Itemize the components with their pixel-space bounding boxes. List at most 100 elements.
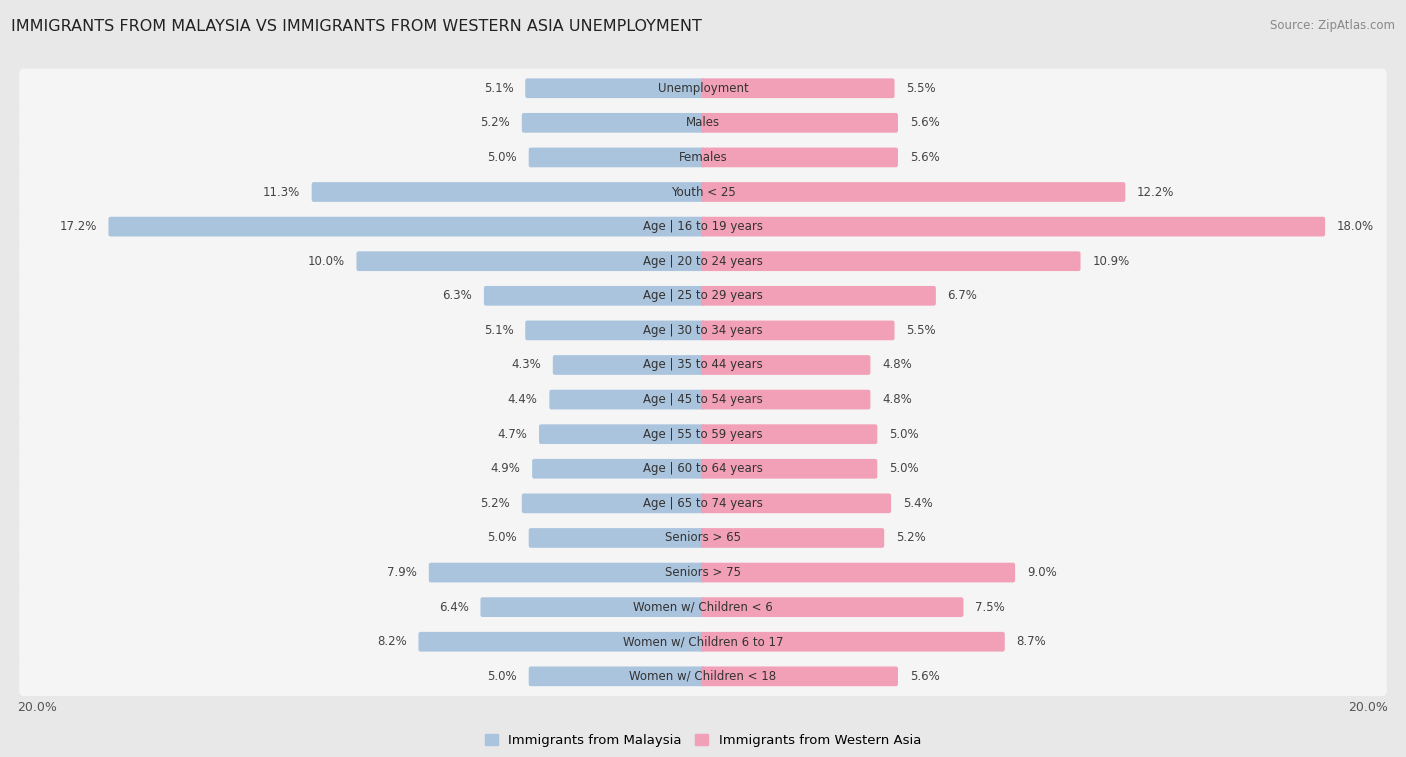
Text: 17.2%: 17.2% <box>59 220 97 233</box>
Text: 5.2%: 5.2% <box>896 531 925 544</box>
Text: 5.1%: 5.1% <box>484 82 513 95</box>
FancyBboxPatch shape <box>20 173 1386 212</box>
Text: 6.3%: 6.3% <box>443 289 472 302</box>
FancyBboxPatch shape <box>20 138 1386 177</box>
FancyBboxPatch shape <box>529 148 704 167</box>
Text: Age | 30 to 34 years: Age | 30 to 34 years <box>643 324 763 337</box>
FancyBboxPatch shape <box>20 553 1386 592</box>
FancyBboxPatch shape <box>702 79 894 98</box>
Text: 11.3%: 11.3% <box>263 185 299 198</box>
Text: 4.8%: 4.8% <box>882 359 912 372</box>
Text: Age | 20 to 24 years: Age | 20 to 24 years <box>643 254 763 268</box>
FancyBboxPatch shape <box>357 251 704 271</box>
Text: Age | 25 to 29 years: Age | 25 to 29 years <box>643 289 763 302</box>
Text: 5.5%: 5.5% <box>907 82 936 95</box>
FancyBboxPatch shape <box>108 217 704 236</box>
Text: 7.9%: 7.9% <box>387 566 418 579</box>
FancyBboxPatch shape <box>702 390 870 410</box>
Text: Youth < 25: Youth < 25 <box>671 185 735 198</box>
FancyBboxPatch shape <box>20 207 1386 246</box>
FancyBboxPatch shape <box>702 425 877 444</box>
FancyBboxPatch shape <box>702 113 898 132</box>
Text: Age | 35 to 44 years: Age | 35 to 44 years <box>643 359 763 372</box>
FancyBboxPatch shape <box>20 656 1386 696</box>
Text: Unemployment: Unemployment <box>658 82 748 95</box>
FancyBboxPatch shape <box>550 390 704 410</box>
Text: 5.0%: 5.0% <box>889 428 918 441</box>
FancyBboxPatch shape <box>526 320 704 340</box>
Text: 20.0%: 20.0% <box>1348 701 1389 715</box>
FancyBboxPatch shape <box>529 528 704 548</box>
Text: 5.4%: 5.4% <box>903 497 932 510</box>
Legend: Immigrants from Malaysia, Immigrants from Western Asia: Immigrants from Malaysia, Immigrants fro… <box>479 728 927 752</box>
FancyBboxPatch shape <box>20 415 1386 454</box>
FancyBboxPatch shape <box>702 286 936 306</box>
Text: 5.6%: 5.6% <box>910 670 939 683</box>
Text: Males: Males <box>686 117 720 129</box>
Text: 7.5%: 7.5% <box>976 600 1005 614</box>
FancyBboxPatch shape <box>702 148 898 167</box>
FancyBboxPatch shape <box>20 345 1386 385</box>
FancyBboxPatch shape <box>702 632 1005 652</box>
FancyBboxPatch shape <box>702 666 898 686</box>
FancyBboxPatch shape <box>702 494 891 513</box>
Text: 4.4%: 4.4% <box>508 393 537 406</box>
Text: 5.5%: 5.5% <box>907 324 936 337</box>
Text: Women w/ Children < 6: Women w/ Children < 6 <box>633 600 773 614</box>
Text: 5.2%: 5.2% <box>481 117 510 129</box>
Text: 12.2%: 12.2% <box>1137 185 1174 198</box>
Text: 4.3%: 4.3% <box>512 359 541 372</box>
Text: 5.0%: 5.0% <box>488 151 517 164</box>
Text: Age | 65 to 74 years: Age | 65 to 74 years <box>643 497 763 510</box>
Text: 4.8%: 4.8% <box>882 393 912 406</box>
FancyBboxPatch shape <box>20 380 1386 419</box>
Text: Age | 55 to 59 years: Age | 55 to 59 years <box>643 428 763 441</box>
FancyBboxPatch shape <box>20 241 1386 281</box>
FancyBboxPatch shape <box>429 562 704 582</box>
Text: 5.0%: 5.0% <box>488 670 517 683</box>
FancyBboxPatch shape <box>529 666 704 686</box>
FancyBboxPatch shape <box>538 425 704 444</box>
FancyBboxPatch shape <box>20 587 1386 627</box>
Text: 5.0%: 5.0% <box>488 531 517 544</box>
FancyBboxPatch shape <box>702 217 1324 236</box>
FancyBboxPatch shape <box>702 562 1015 582</box>
FancyBboxPatch shape <box>20 69 1386 108</box>
Text: Seniors > 65: Seniors > 65 <box>665 531 741 544</box>
FancyBboxPatch shape <box>20 484 1386 523</box>
Text: Women w/ Children < 18: Women w/ Children < 18 <box>630 670 776 683</box>
Text: 20.0%: 20.0% <box>17 701 58 715</box>
FancyBboxPatch shape <box>20 622 1386 662</box>
FancyBboxPatch shape <box>702 182 1125 202</box>
FancyBboxPatch shape <box>522 494 704 513</box>
FancyBboxPatch shape <box>20 310 1386 350</box>
Text: Women w/ Children 6 to 17: Women w/ Children 6 to 17 <box>623 635 783 648</box>
FancyBboxPatch shape <box>702 528 884 548</box>
Text: Age | 60 to 64 years: Age | 60 to 64 years <box>643 463 763 475</box>
FancyBboxPatch shape <box>702 320 894 340</box>
FancyBboxPatch shape <box>702 597 963 617</box>
FancyBboxPatch shape <box>312 182 704 202</box>
Text: 8.7%: 8.7% <box>1017 635 1046 648</box>
Text: Age | 45 to 54 years: Age | 45 to 54 years <box>643 393 763 406</box>
Text: IMMIGRANTS FROM MALAYSIA VS IMMIGRANTS FROM WESTERN ASIA UNEMPLOYMENT: IMMIGRANTS FROM MALAYSIA VS IMMIGRANTS F… <box>11 19 702 34</box>
FancyBboxPatch shape <box>522 113 704 132</box>
Text: 6.4%: 6.4% <box>439 600 468 614</box>
Text: 18.0%: 18.0% <box>1337 220 1374 233</box>
FancyBboxPatch shape <box>419 632 704 652</box>
Text: 6.7%: 6.7% <box>948 289 977 302</box>
Text: 5.6%: 5.6% <box>910 151 939 164</box>
FancyBboxPatch shape <box>20 519 1386 558</box>
Text: 4.7%: 4.7% <box>498 428 527 441</box>
Text: 5.6%: 5.6% <box>910 117 939 129</box>
FancyBboxPatch shape <box>481 597 704 617</box>
Text: 8.2%: 8.2% <box>377 635 406 648</box>
FancyBboxPatch shape <box>20 449 1386 488</box>
Text: Females: Females <box>679 151 727 164</box>
FancyBboxPatch shape <box>484 286 704 306</box>
FancyBboxPatch shape <box>702 251 1081 271</box>
FancyBboxPatch shape <box>702 355 870 375</box>
FancyBboxPatch shape <box>526 79 704 98</box>
FancyBboxPatch shape <box>20 103 1386 142</box>
Text: Seniors > 75: Seniors > 75 <box>665 566 741 579</box>
